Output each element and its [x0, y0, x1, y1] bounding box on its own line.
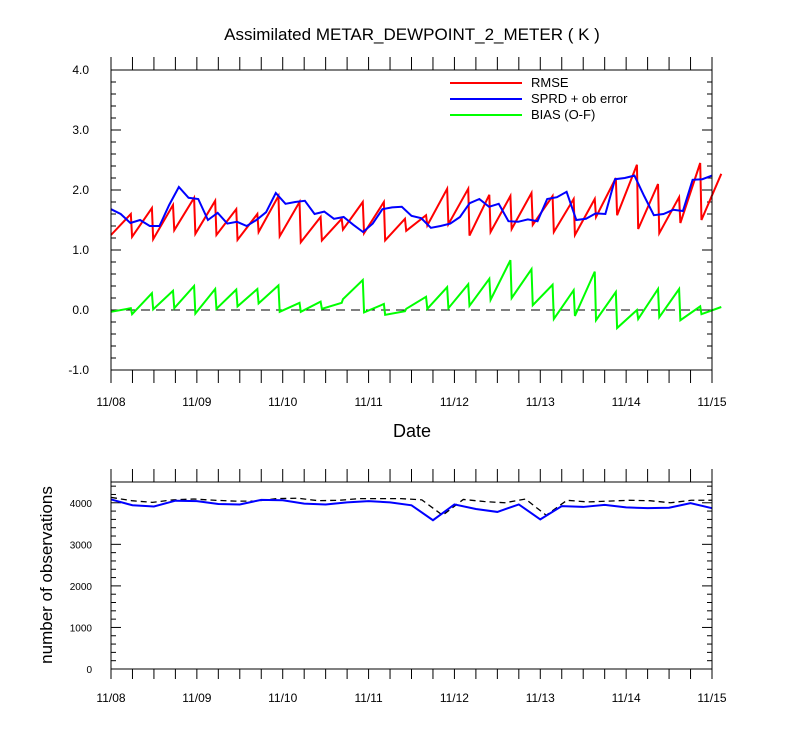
bottom-series-lines: [110, 496, 713, 522]
legend-label-sprd-ob-error: SPRD + ob error: [531, 91, 628, 106]
x-tick-label: 11/11: [354, 395, 383, 409]
bottom-plot-frame: [110, 481, 713, 670]
x-tick-label: 11/15: [697, 691, 726, 705]
rmse-line: [110, 162, 723, 245]
x-tick-label: 11/13: [526, 691, 555, 705]
x-tick-label: 11/09: [182, 395, 211, 409]
y-tick-label: 3.0: [72, 123, 89, 137]
y-tick-label: 2000: [70, 582, 93, 593]
y-tick-label: 1.0: [72, 243, 89, 257]
legend-label-rmse: RMSE: [531, 75, 569, 90]
x-tick-label: 11/12: [440, 691, 469, 705]
chart-title: Assimilated METAR_DEWPOINT_2_METER ( K ): [224, 25, 600, 44]
x-axis-label: Date: [393, 421, 431, 441]
top-plot-frame: [110, 69, 713, 371]
dewpoint-stats-panel: Assimilated METAR_DEWPOINT_2_METER ( K )…: [68, 25, 727, 441]
y-tick-label: 4.0: [72, 63, 89, 77]
sprd-ob-error-line: [110, 174, 713, 234]
x-tick-label: 11/10: [268, 691, 297, 705]
x-tick-label: 11/13: [526, 395, 555, 409]
y-axis-label: number of observations: [37, 486, 56, 664]
bottom-y-tick-labels: 0 1000 2000 3000 4000: [70, 499, 93, 676]
y-tick-label: -1.0: [68, 363, 89, 377]
top-x-tick-labels: 11/08 11/09 11/10 11/11 11/12 11/13 11/14 11/15: [96, 395, 726, 409]
bottom-x-tick-labels: 11/08 11/09 11/10 11/11 11/12 11/13 11/14 11/15: [96, 691, 726, 705]
x-tick-label: 11/15: [697, 395, 726, 409]
bottom-axis-ticks: [110, 469, 713, 679]
x-tick-label: 11/08: [96, 395, 125, 409]
y-tick-label: 0: [86, 665, 92, 676]
x-tick-label: 11/11: [354, 691, 383, 705]
x-tick-label: 11/08: [96, 691, 125, 705]
obs-possible-line: [110, 496, 712, 517]
legend-label-bias-o-f: BIAS (O-F): [531, 107, 595, 122]
y-tick-label: 1000: [70, 623, 93, 634]
y-tick-label: 0.0: [72, 303, 89, 317]
x-tick-label: 11/12: [440, 395, 469, 409]
y-tick-label: 4000: [70, 499, 93, 510]
x-tick-label: 11/14: [612, 395, 641, 409]
y-tick-label: 2.0: [72, 183, 89, 197]
obs-assimilated-line: [110, 498, 713, 522]
y-tick-label: 3000: [70, 540, 93, 551]
bias-o-f-line: [110, 259, 722, 331]
top-series-lines: [110, 162, 723, 331]
x-tick-label: 11/09: [182, 691, 211, 705]
x-tick-label: 11/10: [268, 395, 297, 409]
x-tick-label: 11/14: [612, 691, 641, 705]
top-y-tick-labels: -1.0 0.0 1.0 2.0 3.0 4.0: [68, 63, 89, 377]
